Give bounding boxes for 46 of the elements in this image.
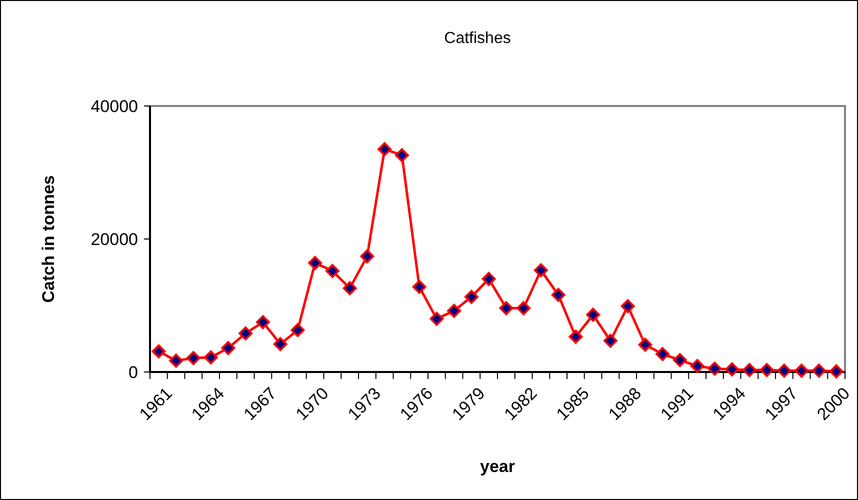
point bbox=[430, 312, 444, 326]
y-tick-label: 20000 bbox=[90, 230, 138, 249]
point bbox=[360, 249, 374, 264]
point bbox=[812, 364, 826, 378]
point bbox=[273, 337, 288, 352]
point bbox=[499, 301, 514, 316]
point bbox=[169, 354, 184, 368]
point bbox=[760, 363, 774, 378]
point bbox=[829, 364, 844, 378]
point bbox=[708, 362, 722, 376]
chart-title: Catfishes bbox=[444, 30, 511, 47]
point bbox=[186, 351, 200, 366]
point bbox=[586, 308, 600, 322]
x-axis-title: year bbox=[480, 457, 516, 476]
point bbox=[656, 347, 670, 362]
y-tick-label: 0 bbox=[128, 362, 138, 382]
point bbox=[620, 299, 635, 314]
point bbox=[638, 338, 652, 352]
point bbox=[394, 148, 409, 162]
point bbox=[551, 288, 566, 302]
point bbox=[482, 272, 496, 286]
point bbox=[516, 301, 531, 316]
point bbox=[742, 363, 756, 378]
point bbox=[378, 142, 392, 156]
point bbox=[256, 315, 270, 330]
point bbox=[464, 290, 478, 304]
point bbox=[568, 330, 583, 344]
point bbox=[534, 263, 548, 278]
point bbox=[204, 350, 218, 364]
point bbox=[412, 280, 426, 294]
point bbox=[794, 364, 809, 378]
y-axis-title: Catch in tonnes bbox=[39, 175, 58, 303]
point bbox=[342, 281, 357, 296]
point bbox=[725, 362, 740, 376]
point bbox=[238, 326, 253, 340]
point bbox=[447, 304, 462, 318]
point bbox=[777, 364, 792, 378]
point bbox=[603, 334, 618, 348]
point bbox=[308, 256, 322, 270]
point bbox=[152, 344, 166, 358]
point bbox=[221, 341, 236, 356]
point bbox=[325, 264, 340, 278]
point bbox=[672, 353, 687, 368]
point bbox=[690, 359, 704, 374]
y-tick-label: 40000 bbox=[90, 96, 138, 116]
point bbox=[290, 323, 305, 338]
